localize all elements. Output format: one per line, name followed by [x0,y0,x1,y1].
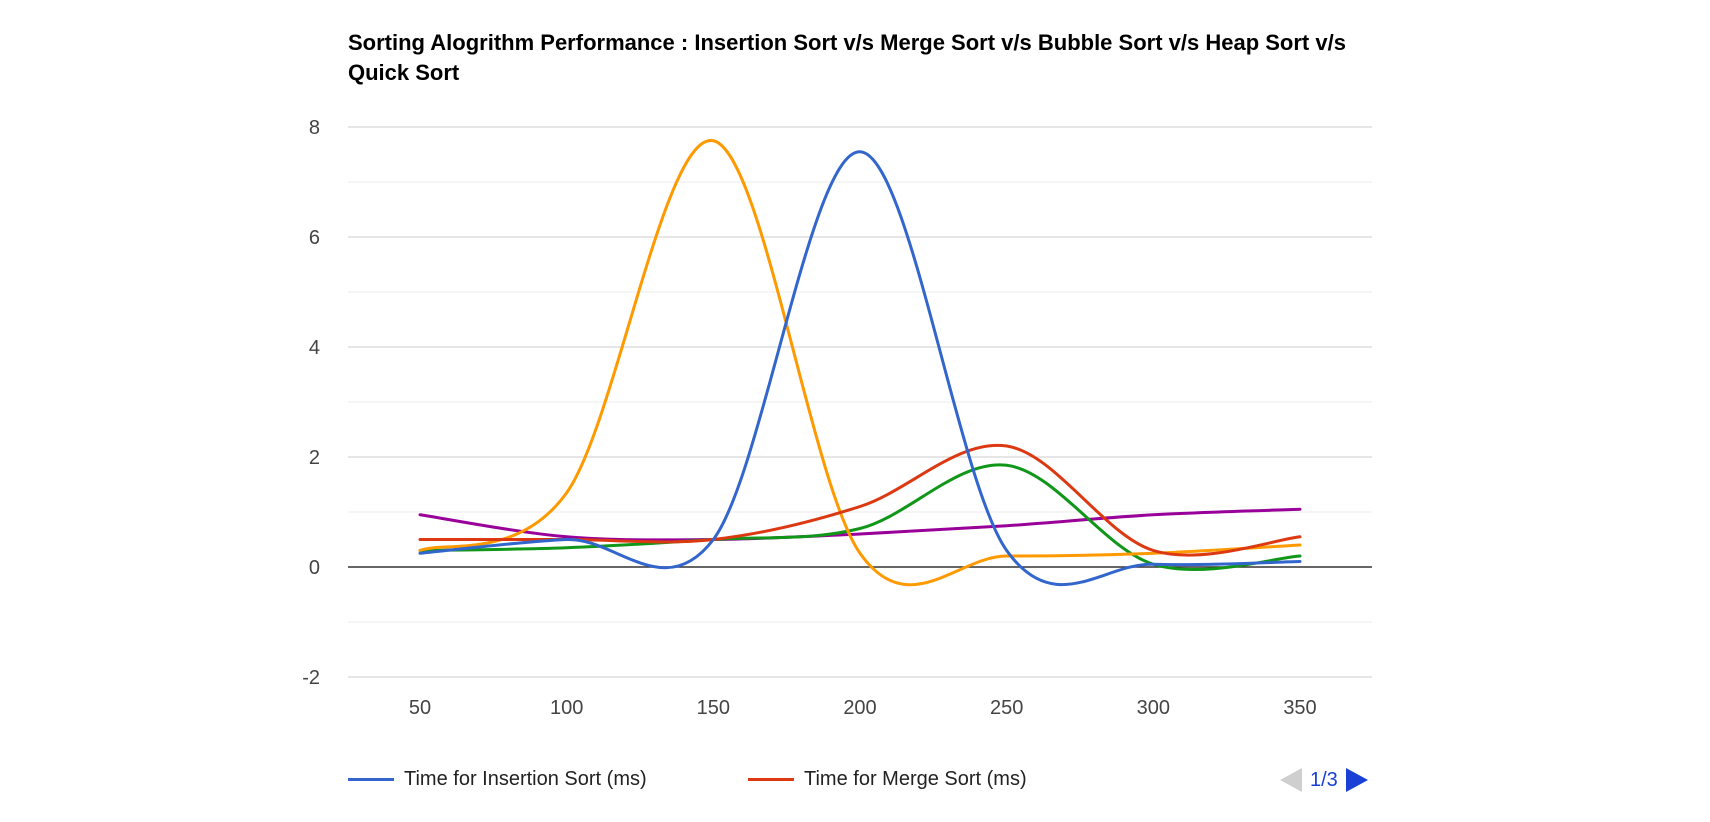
insertion-sort-line [418,150,1302,587]
x-tick-label: 100 [550,697,583,719]
y-tick-label: 8 [309,117,320,139]
legend-page-indicator: 1/3 [1310,768,1338,791]
y-tick-label: -2 [302,667,320,689]
previous-page-arrow-icon[interactable] [1280,768,1302,792]
y-tick-label: 2 [309,447,320,469]
x-tick-label: 350 [1283,697,1316,719]
purple-series-line [418,507,1302,542]
legend-swatch-merge-sort [748,778,794,781]
legend-item-merge-sort[interactable]: Time for Merge Sort (ms) [748,768,1027,791]
legend-item-insertion-sort[interactable]: Time for Insertion Sort (ms) [348,768,647,791]
chart-title: Sorting Alogrithm Performance : Insertio… [348,30,1346,85]
x-tick-label: 250 [990,697,1023,719]
legend-pager: 1/3 [1280,768,1368,792]
legend: Time for Insertion Sort (ms) Time for Me… [348,768,1388,798]
next-page-arrow-icon[interactable] [1345,768,1368,792]
orange-series-line [418,139,1302,587]
x-tick-label: 50 [409,697,431,719]
legend-swatch-insertion-sort [348,778,394,781]
x-tick-label: 300 [1137,697,1170,719]
x-tick-label: 150 [697,697,730,719]
legend-label-merge-sort: Time for Merge Sort (ms) [804,768,1027,790]
legend-label-insertion-sort: Time for Insertion Sort (ms) [404,768,647,790]
y-tick-label: 6 [309,227,320,249]
y-tick-label: 0 [309,557,320,579]
y-tick-label: 4 [309,337,320,359]
merge-sort-line [418,443,1302,557]
x-tick-label: 200 [843,697,876,719]
